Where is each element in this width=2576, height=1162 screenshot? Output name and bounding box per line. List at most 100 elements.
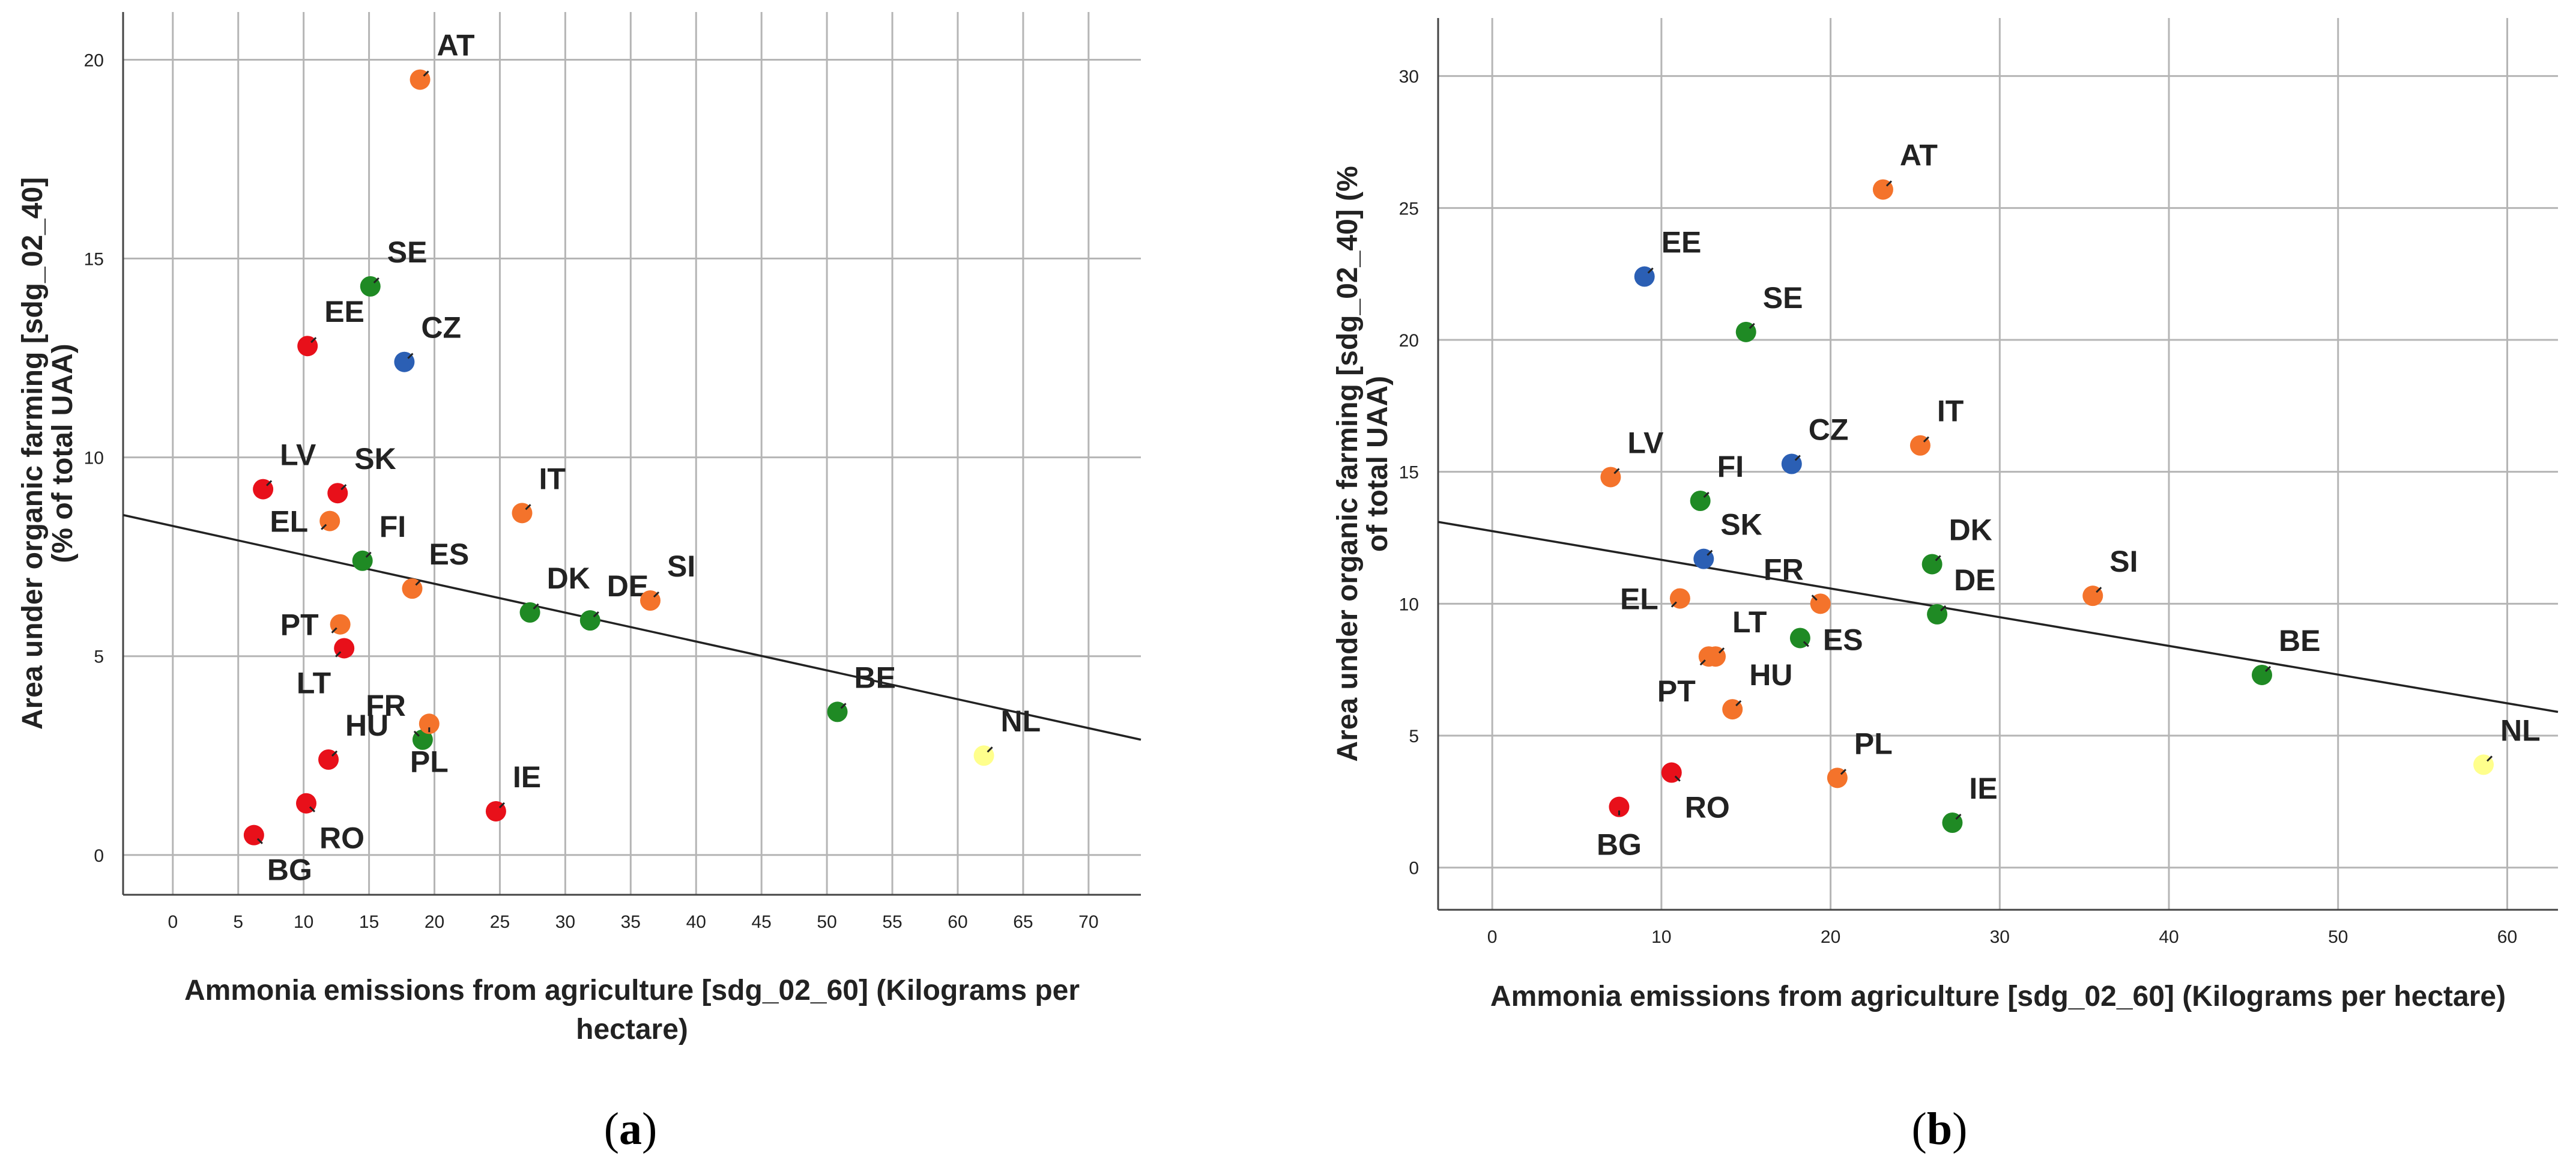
point-leader bbox=[335, 651, 342, 658]
data-point-hu: HU bbox=[318, 709, 389, 770]
x-tick-label: 10 bbox=[1651, 927, 1671, 947]
point-label: LV bbox=[280, 438, 316, 472]
y-tick-label: 20 bbox=[84, 50, 104, 70]
point-leader bbox=[340, 484, 347, 491]
panel-caption: (b) bbox=[1912, 1104, 1968, 1154]
chart-panel-a: 0 5 10 15 20 25 30 35 40 45 50 55 60 65 70 0 5 10 15 20 AT SE… bbox=[17, 12, 1141, 1154]
point-label: SK bbox=[1720, 508, 1762, 542]
data-point-nl: NL bbox=[2473, 713, 2541, 775]
caption-letter: a bbox=[619, 1104, 642, 1154]
point-leader bbox=[331, 627, 337, 634]
point-marker bbox=[419, 713, 440, 734]
x-tick-label: 5 bbox=[233, 912, 243, 932]
data-point-el: EL bbox=[270, 505, 340, 539]
data-point-si: SI bbox=[2082, 545, 2138, 607]
data-point-dk: DK bbox=[519, 561, 590, 623]
y-tick-label: 5 bbox=[1409, 727, 1419, 746]
point-label: FR bbox=[366, 689, 406, 722]
point-label: PT bbox=[280, 608, 319, 642]
point-leader bbox=[1811, 595, 1818, 601]
data-point-de: DE bbox=[1927, 563, 1996, 625]
y-axis-title: Area under organic farming [sdg_02_40] (… bbox=[1332, 166, 1364, 761]
point-leader bbox=[310, 337, 317, 343]
data-point-si: SI bbox=[640, 549, 695, 611]
y-tick-label: 15 bbox=[84, 250, 104, 270]
point-leader bbox=[593, 611, 599, 618]
point-leader bbox=[1803, 641, 1809, 647]
point-label: IE bbox=[513, 760, 541, 794]
point-label: DE bbox=[1954, 563, 1995, 597]
point-leader bbox=[1749, 322, 1755, 329]
point-label: PL bbox=[410, 745, 449, 778]
point-leader bbox=[1703, 491, 1710, 498]
point-label: AT bbox=[1900, 139, 1938, 172]
x-tick-label: 0 bbox=[168, 912, 178, 932]
point-label: FI bbox=[1717, 450, 1744, 483]
data-point-lv: LV bbox=[253, 438, 316, 500]
data-point-pl: PL bbox=[1827, 727, 1893, 788]
panel-caption: (a) bbox=[604, 1104, 658, 1154]
point-leader bbox=[653, 591, 660, 598]
data-point-ie: IE bbox=[1942, 772, 1998, 834]
data-point-at: AT bbox=[410, 29, 475, 90]
data-point-dk: DK bbox=[1921, 513, 1992, 575]
y-tick-label: 10 bbox=[84, 449, 104, 468]
point-label: EE bbox=[1661, 226, 1702, 259]
x-axis-title: Ammonia emissions from agriculture [sdg_… bbox=[1490, 981, 2506, 1012]
point-label: DK bbox=[547, 561, 590, 595]
point-marker bbox=[1609, 796, 1630, 817]
point-label: PT bbox=[1657, 674, 1696, 708]
point-label: IT bbox=[1937, 395, 1964, 428]
point-leader bbox=[309, 806, 316, 812]
point-label: EL bbox=[270, 505, 308, 539]
point-leader bbox=[498, 802, 505, 809]
point-label: BG bbox=[267, 853, 312, 887]
point-leader bbox=[1707, 549, 1713, 556]
caption-close-paren: ) bbox=[642, 1104, 657, 1154]
y-tick-label: 20 bbox=[1399, 331, 1419, 351]
x-tick-label: 20 bbox=[425, 912, 444, 932]
point-leader bbox=[415, 579, 422, 586]
data-point-se: SE bbox=[360, 235, 428, 297]
data-point-pt: PT bbox=[1657, 646, 1719, 708]
point-label: HU bbox=[345, 709, 389, 742]
point-label: PL bbox=[1854, 727, 1893, 760]
x-tick-label: 40 bbox=[686, 912, 706, 932]
point-leader bbox=[407, 353, 414, 359]
point-leader bbox=[331, 750, 338, 757]
point-leader bbox=[1935, 555, 1941, 561]
caption-letter: b bbox=[1927, 1104, 1952, 1154]
data-point-ee: EE bbox=[1634, 226, 1702, 287]
point-label: LV bbox=[1627, 426, 1664, 459]
point-label: BE bbox=[854, 661, 896, 694]
data-point-ee: EE bbox=[297, 295, 364, 357]
point-label: NL bbox=[2500, 713, 2541, 747]
data-point-it: IT bbox=[512, 462, 566, 524]
point-label: DK bbox=[1949, 513, 1992, 546]
data-point-cz: CZ bbox=[1781, 413, 1848, 474]
x-tick-label: 45 bbox=[752, 912, 772, 932]
point-leader bbox=[373, 277, 379, 283]
point-label: SE bbox=[387, 235, 428, 269]
point-label: BG bbox=[1597, 828, 1642, 862]
point-leader bbox=[266, 480, 273, 486]
x-tick-label: 25 bbox=[490, 912, 510, 932]
data-point-pl: PL bbox=[410, 713, 449, 778]
fit-line bbox=[122, 513, 1141, 741]
data-point-es: ES bbox=[402, 537, 469, 599]
point-label: SK bbox=[354, 442, 396, 476]
y-tick-label: 25 bbox=[1399, 199, 1419, 219]
point-leader bbox=[1718, 647, 1725, 654]
point-label: RO bbox=[1685, 791, 1730, 825]
point-label: FI bbox=[379, 510, 406, 543]
data-point-lv: LV bbox=[1600, 426, 1664, 488]
point-leader bbox=[1670, 601, 1677, 608]
point-leader bbox=[365, 551, 372, 558]
point-label: BE bbox=[2279, 624, 2320, 658]
data-point-el: EL bbox=[1620, 583, 1690, 616]
point-label: SI bbox=[2109, 545, 2138, 578]
data-point-pt: PT bbox=[280, 608, 351, 642]
x-axis-title: Ammonia emissions from agriculture [sdg_… bbox=[184, 975, 1080, 1006]
data-point-be: BE bbox=[2251, 624, 2320, 685]
data-point-bg: BG bbox=[243, 825, 312, 887]
